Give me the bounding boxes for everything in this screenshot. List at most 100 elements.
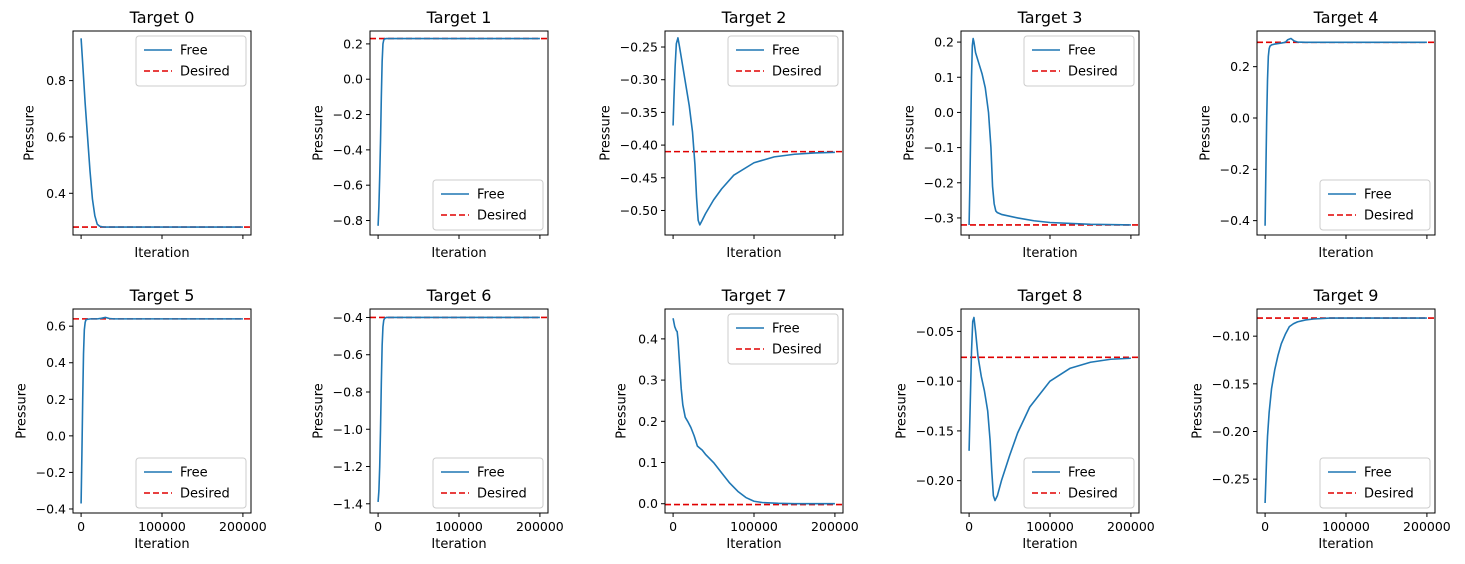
panel-9: 0 100000 200000 −0.25 −0.20 −0.15 −0.10 Target … xyxy=(1191,286,1451,552)
panel-4-legend-free-label: Free xyxy=(1364,188,1392,203)
panel-3-ytick-label: −0.3 xyxy=(924,210,954,225)
panel-7-xtick-label: 0 xyxy=(669,519,677,534)
panel-3-ytick-label: 0.2 xyxy=(934,35,954,50)
panel-2-free-line xyxy=(672,37,835,226)
panel-1-title: Target 1 xyxy=(426,8,492,27)
panel-9-xtick-label: 200000 xyxy=(1403,519,1451,534)
panel-4-xlabel: Iteration xyxy=(1318,246,1373,261)
panel-0-ytick-label: 0.4 xyxy=(46,186,66,201)
panel-9-title: Target 9 xyxy=(1313,286,1379,305)
panel-1-ytick-label: −0.8 xyxy=(333,213,363,228)
panel-0-legend-free-label: Free xyxy=(180,44,208,59)
panel-5-ytick-label: 0.4 xyxy=(46,355,66,370)
panel-2-ytick-label: −0.25 xyxy=(620,40,658,55)
panel-2-ytick-label: −0.45 xyxy=(620,170,658,185)
panel-6-legend-box xyxy=(432,457,544,509)
panel-4: −0.4 −0.2 0.0 0.2 Target 4 Iteration Pressure F… xyxy=(1198,8,1436,261)
panel-5-ytick-label: 0.6 xyxy=(46,319,66,334)
panel-0-title: Target 0 xyxy=(129,8,195,27)
panel-8-xtick-label: 0 xyxy=(965,519,973,534)
panel-9-free-line xyxy=(1264,317,1427,504)
panel-1-legend-box xyxy=(432,179,544,231)
panel-4-ytick-label: 0.0 xyxy=(1230,110,1250,125)
panel-2-ylabel: Pressure xyxy=(599,105,614,161)
panel-3-legend-free-label: Free xyxy=(1068,44,1096,59)
panel-7-ytick-label: 0.2 xyxy=(638,414,658,429)
panel-8-ytick-label: −0.20 xyxy=(916,473,954,488)
panel-5-ylabel: Pressure xyxy=(14,383,29,439)
panel-9-ytick-label: −0.20 xyxy=(1212,424,1250,439)
panel-0-legend: Free Desired xyxy=(135,35,247,87)
panel-3-ytick-label: 0.1 xyxy=(934,70,954,85)
panel-0-ylabel: Pressure xyxy=(22,105,37,161)
panel-7-ytick-label: 0.4 xyxy=(638,331,658,346)
panel-9-xtick-label: 100000 xyxy=(1322,519,1370,534)
panel-7-xtick-label: 100000 xyxy=(730,519,778,534)
panel-2-xlabel: Iteration xyxy=(726,246,781,261)
panel-4-legend: Free Desired xyxy=(1319,179,1431,231)
panel-9-ytick-label: −0.10 xyxy=(1212,329,1250,344)
panel-7-legend-free-label: Free xyxy=(772,322,800,337)
panel-0-free-line xyxy=(80,38,243,228)
panel-4-ytick-label: −0.4 xyxy=(1220,213,1250,228)
panel-3-ytick-label: −0.2 xyxy=(924,175,954,190)
panel-9-ytick-label: −0.25 xyxy=(1212,472,1250,487)
panel-8-xlabel: Iteration xyxy=(1022,537,1077,552)
panel-1-legend-free-label: Free xyxy=(477,188,505,203)
panel-5-title: Target 5 xyxy=(129,286,195,305)
panel-8-legend-free-label: Free xyxy=(1068,466,1096,481)
panel-7-legend-desired-label: Desired xyxy=(772,343,822,358)
panel-2-ytick-label: −0.30 xyxy=(620,72,658,87)
panel-6-legend-desired-label: Desired xyxy=(477,487,527,502)
panel-1-free-line xyxy=(377,37,540,226)
panel-8-ytick-label: −0.15 xyxy=(916,423,954,438)
panel-3-legend-box xyxy=(1023,35,1135,87)
panel-8-title: Target 8 xyxy=(1017,286,1083,305)
panel-6-ytick-label: −0.6 xyxy=(333,347,363,362)
panel-9-legend-free-label: Free xyxy=(1364,466,1392,481)
panel-5: 0 100000 200000 −0.4 −0.2 0.0 0.2 0.4 0.6 Target … xyxy=(14,286,266,552)
panel-1-legend: Free Desired xyxy=(432,179,544,231)
panel-8-ytick-label: −0.05 xyxy=(916,324,954,339)
panel-2-legend-desired-label: Desired xyxy=(772,65,822,80)
panel-6-free-line xyxy=(377,316,540,502)
panel-6-ytick-label: −1.0 xyxy=(333,422,363,437)
panel-9-ylabel: Pressure xyxy=(1191,383,1206,439)
panel-9-legend-desired-label: Desired xyxy=(1364,487,1414,502)
panel-1-legend-desired-label: Desired xyxy=(477,209,527,224)
panel-6-ytick-label: −1.4 xyxy=(333,496,363,511)
panel-1: −0.8 −0.6 −0.4 −0.2 0.0 0.2 Target 1 Iteration P… xyxy=(311,8,549,261)
panel-4-title: Target 4 xyxy=(1313,8,1379,27)
panel-1-ytick-label: −0.2 xyxy=(333,107,363,122)
panel-6-xtick-label: 100000 xyxy=(435,519,483,534)
panel-2-ytick-label: −0.50 xyxy=(620,203,658,218)
panel-0-legend-box xyxy=(135,35,247,87)
panel-1-ytick-label: 0.0 xyxy=(343,72,363,87)
panel-6-title: Target 6 xyxy=(426,286,492,305)
panel-5-legend-free-label: Free xyxy=(180,466,208,481)
panel-7-ytick-label: 0.0 xyxy=(638,496,658,511)
panel-5-xtick-label: 200000 xyxy=(219,519,267,534)
panel-3-xlabel: Iteration xyxy=(1022,246,1077,261)
panel-8-xtick-label: 200000 xyxy=(1107,519,1155,534)
panel-5-legend: Free Desired xyxy=(135,457,247,509)
panel-2-title: Target 2 xyxy=(721,8,787,27)
panel-2-ytick-label: −0.40 xyxy=(620,138,658,153)
panel-7-xlabel: Iteration xyxy=(726,537,781,552)
panel-6-ylabel: Pressure xyxy=(311,383,326,439)
panel-8: 0 100000 200000 −0.20 −0.15 −0.10 −0.05 Target … xyxy=(895,286,1155,552)
panel-1-ytick-label: −0.6 xyxy=(333,178,363,193)
panel-2: −0.50 −0.45 −0.40 −0.35 −0.30 −0.25 Target 2 It… xyxy=(599,8,844,261)
panel-7-ylabel: Pressure xyxy=(614,383,629,439)
panel-5-legend-box xyxy=(135,457,247,509)
panel-1-ytick-label: −0.4 xyxy=(333,142,363,157)
panel-6-legend-free-label: Free xyxy=(477,466,505,481)
panel-5-ytick-label: −0.4 xyxy=(36,501,66,516)
panel-7-ytick-label: 0.1 xyxy=(638,455,658,470)
panel-7-legend: Free Desired xyxy=(727,313,839,365)
panel-8-legend-box xyxy=(1023,457,1135,509)
panel-8-ytick-label: −0.10 xyxy=(916,374,954,389)
panel-5-xlabel: Iteration xyxy=(134,537,189,552)
panel-4-ytick-label: 0.2 xyxy=(1230,59,1250,74)
